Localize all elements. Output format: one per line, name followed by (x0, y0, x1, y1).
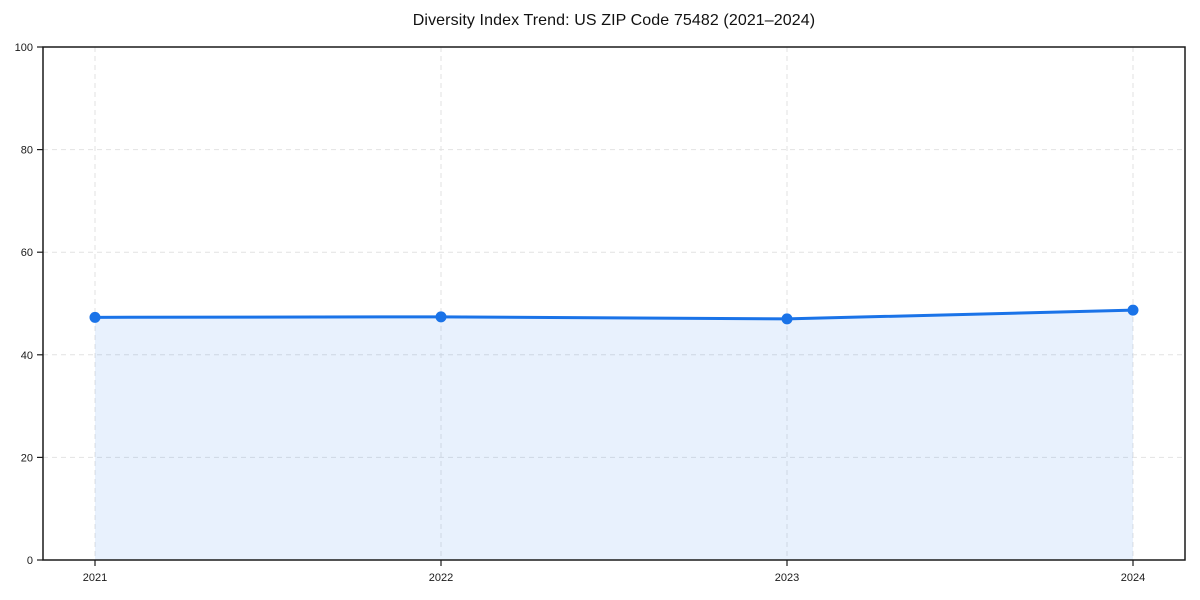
y-tick-label: 0 (27, 555, 33, 567)
data-point-marker (435, 311, 447, 323)
data-point-marker (1127, 304, 1139, 316)
data-point-marker (781, 313, 793, 325)
x-tick-label: 2024 (1121, 572, 1145, 584)
plot-border (42, 46, 1186, 561)
data-point-marker (89, 311, 101, 323)
y-tick-label: 20 (21, 452, 33, 464)
x-tick-label: 2023 (775, 572, 799, 584)
trend-line (93, 308, 1135, 321)
x-tick-label: 2021 (83, 572, 107, 584)
y-tick-label: 80 (21, 145, 33, 157)
y-tick-label: 100 (15, 42, 33, 54)
y-tick-label: 40 (21, 350, 33, 362)
chart-title: Diversity Index Trend: US ZIP Code 75482… (412, 12, 816, 29)
area-fill (95, 310, 1133, 560)
x-tick-label: 2022 (429, 572, 453, 584)
y-tick-label: 60 (21, 247, 33, 259)
